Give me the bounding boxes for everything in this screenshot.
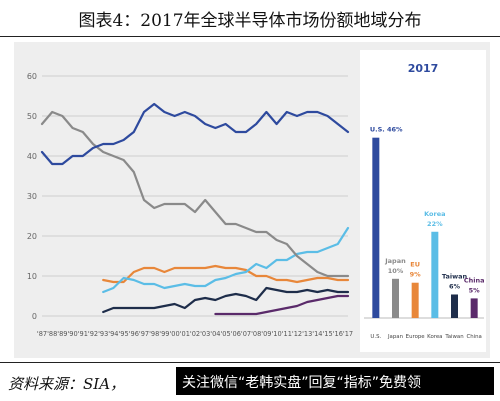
series-line-korea (102, 226, 350, 294)
bar-value-label: Korea (424, 210, 445, 218)
promo-banner-text: 关注微信“老韩实盘”回复“指标”免费领 (182, 375, 422, 391)
bar-category-label: Europe (406, 334, 426, 340)
bar-value-label: Taiwan (442, 272, 468, 280)
bar-value-label: 10% (388, 267, 404, 275)
bar-value-label: Japan (384, 257, 406, 265)
bar-category-label: Korea (427, 334, 442, 340)
x-tick-label: '98 (149, 330, 159, 338)
bar-value-label: 22% (427, 220, 443, 228)
bar-china (470, 298, 478, 318)
x-tick-label: '97 (139, 330, 149, 338)
x-tick-label: '93 (98, 330, 108, 338)
x-tick-label: '99 (159, 330, 169, 338)
y-tick-label: 10 (27, 272, 37, 281)
x-tick-label: '92 (88, 330, 98, 338)
x-tick-label: '87 (37, 330, 47, 338)
x-tick-label: '10 (271, 330, 281, 338)
y-tick-label: 40 (27, 152, 37, 161)
bar-chart-title: 2017 (408, 62, 439, 75)
x-tick-label: '91 (78, 330, 88, 338)
bar-korea (431, 231, 439, 318)
x-tick-label: '01 (180, 330, 190, 338)
bar-category-label: U.S. (370, 334, 381, 340)
bar-value-label: China (464, 276, 485, 284)
footer-bar: 资料来源：SIA， 关注微信“老韩实盘”回复“指标”免费领 (0, 362, 500, 401)
x-tick-label: '16 (333, 330, 343, 338)
x-tick-label: '05 (220, 330, 230, 338)
x-tick-label: '03 (200, 330, 210, 338)
bar-us (372, 137, 380, 318)
x-tick-label: '06 (231, 330, 241, 338)
title-bar: 图表4：2017年全球半导体市场份额地域分布 (0, 0, 500, 37)
series-line-taiwan (102, 286, 350, 314)
bar-chart-panel (360, 50, 486, 352)
bar-value-label: EU (410, 261, 420, 269)
bar-value-label: 5% (469, 286, 481, 294)
line-chart-x-axis: '87'88'89'90'91'92'93'94'95'96'97'98'99 '… (37, 330, 353, 338)
bar-chart-value-labels: U.S. 46% Japan 10% EU 9% Korea 22% Taiwan 6%Chin… (370, 126, 485, 295)
y-tick-label: 30 (27, 192, 37, 201)
source-note: 资料来源：SIA， (8, 375, 126, 393)
bar-taiwan (451, 294, 458, 318)
x-tick-label: '00 (169, 330, 179, 338)
x-tick-label: '88 (47, 330, 57, 338)
x-tick-label: '13 (302, 330, 312, 338)
bar-japan (392, 278, 399, 318)
y-tick-label: 0 (32, 312, 37, 321)
y-tick-label: 50 (27, 112, 37, 121)
line-chart-series (40, 102, 350, 316)
x-tick-label: '89 (57, 330, 67, 338)
series-line-japan (40, 110, 350, 278)
x-tick-label: '02 (190, 330, 200, 338)
x-tick-label: '17 (343, 330, 353, 338)
bar-value-label: 6% (449, 282, 461, 290)
x-tick-label: '09 (261, 330, 271, 338)
bar-category-label: China (466, 334, 481, 340)
x-tick-label: '12 (292, 330, 302, 338)
x-tick-label: '90 (67, 330, 77, 338)
bar-europe (411, 282, 419, 318)
x-tick-label: '95 (118, 330, 128, 338)
x-tick-label: '14 (312, 330, 322, 338)
bar-category-label: Japan (387, 334, 403, 340)
bar-category-label: Taiwan (444, 334, 463, 340)
x-tick-label: '08 (251, 330, 261, 338)
series-line-china (214, 294, 350, 316)
line-chart-y-axis: 0 10 20 30 40 50 60 (27, 72, 37, 321)
x-tick-label: '04 (210, 330, 220, 338)
x-tick-label: '96 (129, 330, 139, 338)
bar-chart-bars (364, 137, 484, 319)
chart-panel: 0 10 20 30 40 50 60 '87'88'89'90'91'92'93'94'9… (14, 42, 490, 358)
bar-value-label: 9% (410, 271, 422, 279)
series-line-us (40, 102, 350, 166)
x-tick-label: '11 (282, 330, 292, 338)
y-tick-label: 60 (27, 72, 37, 81)
series-line-europe (102, 264, 350, 284)
page-title: 图表4：2017年全球半导体市场份额地域分布 (78, 11, 422, 31)
promo-banner: 关注微信“老韩实盘”回复“指标”免费领 (176, 367, 494, 395)
bar-value-label: U.S. 46% (370, 126, 403, 134)
bar-chart-x-axis: U.S. Japan Europe Korea Taiwan China (370, 334, 481, 340)
x-tick-label: '07 (241, 330, 251, 338)
x-tick-label: '15 (322, 330, 332, 338)
x-tick-label: '94 (108, 330, 118, 338)
y-tick-label: 20 (27, 232, 37, 241)
